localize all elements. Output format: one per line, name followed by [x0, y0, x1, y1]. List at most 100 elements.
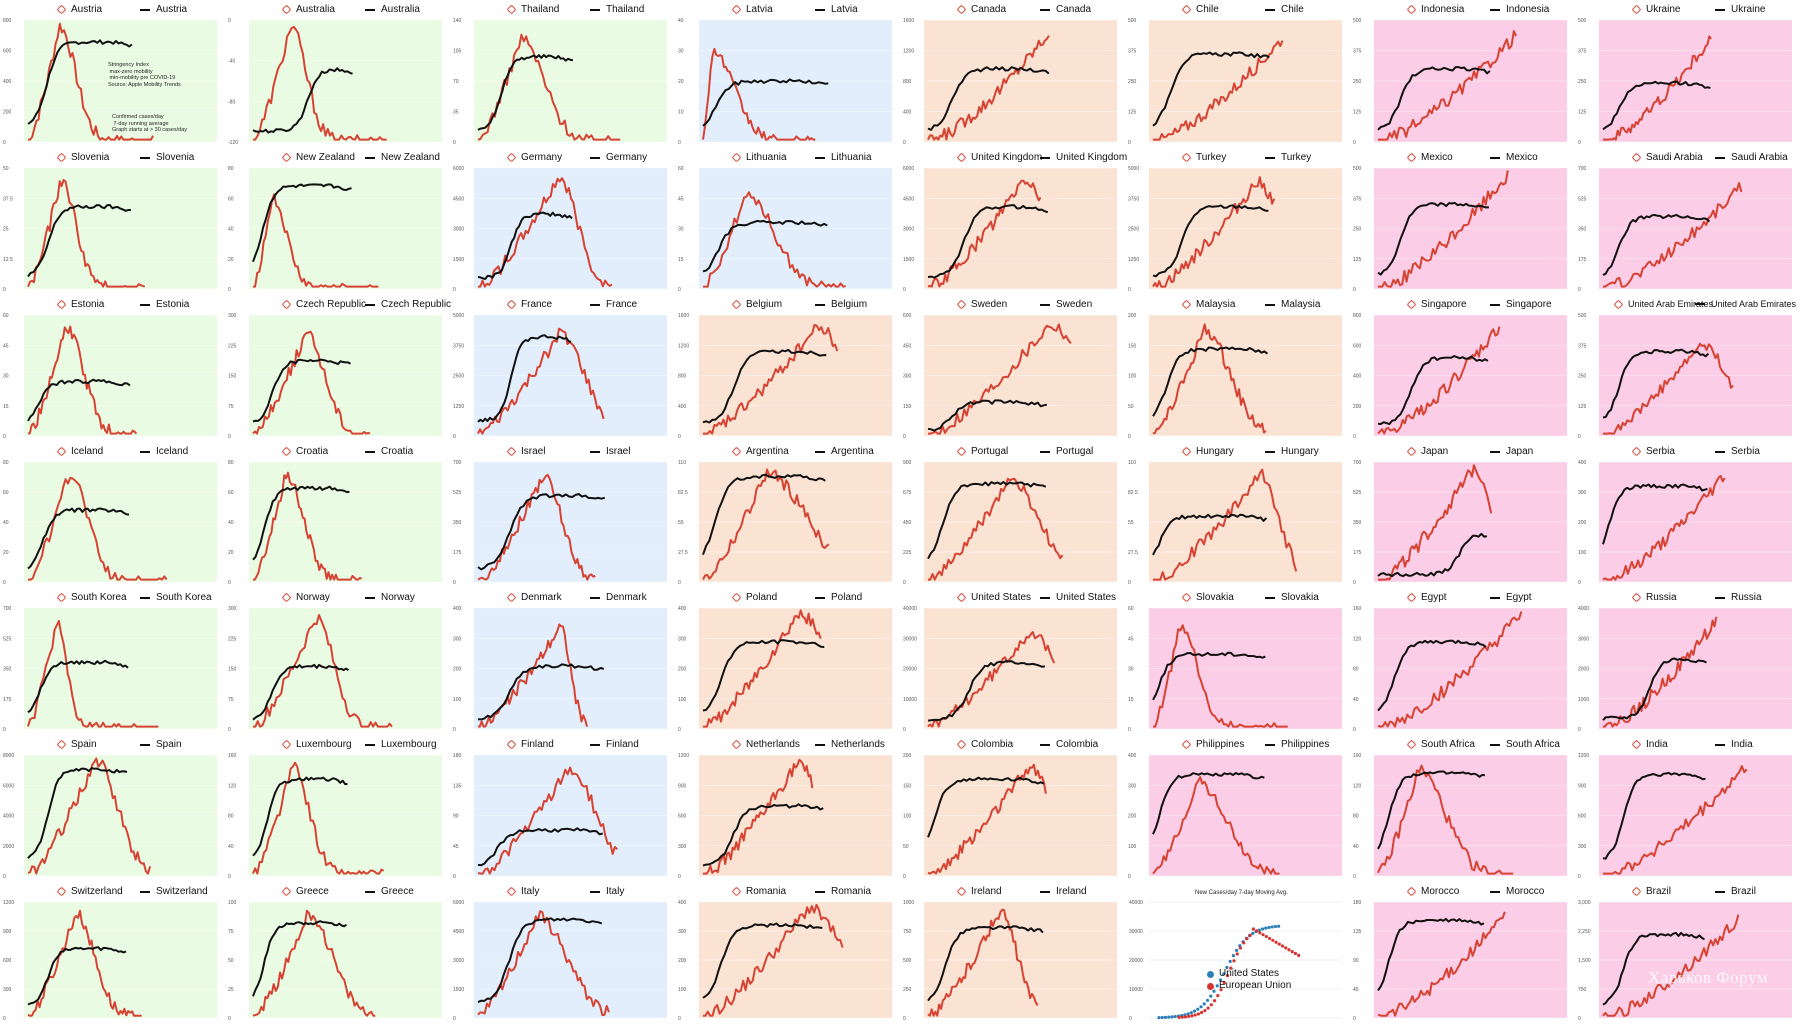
y-tick-label: 3750 [1128, 196, 1139, 202]
y-tick-label: 1200 [903, 49, 914, 55]
eu-point [1297, 953, 1301, 957]
y-tick-label: 120 [1353, 636, 1362, 642]
cases-series-line [1603, 342, 1734, 435]
us-point [1222, 972, 1226, 976]
y-tick-label: 45 [3, 343, 9, 349]
y-tick-label: 4500 [453, 929, 464, 935]
us-point [1231, 954, 1235, 958]
mobility-series-line [27, 507, 130, 570]
chart-argentina: 0 27.5 55 82.5 110 [678, 460, 892, 586]
eu-point [1238, 946, 1243, 950]
y-tick-label: 0 [903, 287, 906, 293]
eu-point [1287, 948, 1291, 952]
y-tick-label: 200 [678, 667, 687, 673]
chart-denmark: 0 100 200 300 400 [453, 606, 667, 733]
y-tick-label: 900 [1578, 783, 1587, 789]
chart-cell-mexico: 0 125 250 375 500 Mexico Mexico [1350, 148, 1575, 295]
y-tick-label: 0 [678, 287, 681, 293]
y-tick-label: 525 [3, 636, 12, 642]
chart-czech-republic: 0 75 150 225 300 [228, 313, 442, 440]
y-tick-label: 45 [453, 844, 459, 850]
chart-australia: -120 -80 -40 0 [228, 18, 442, 146]
mobility-series-line [702, 219, 828, 273]
y-tick-label: 0 [678, 434, 681, 440]
mobility-series-line [477, 917, 603, 1004]
mobility-series-line [1152, 651, 1266, 701]
y-tick-label: 50 [1128, 404, 1134, 410]
y-tick-label: 6000 [453, 900, 464, 906]
y-tick-label: 27.5 [1128, 550, 1138, 556]
y-tick-label: 400 [903, 110, 912, 116]
us-point [1202, 1002, 1206, 1006]
mobility-series-line [27, 767, 128, 859]
eu-point [1280, 944, 1285, 948]
eu-point [1196, 1012, 1201, 1016]
mobility-series-line [927, 204, 1049, 279]
cases-series-line [1377, 911, 1506, 1017]
y-tick-label: 45 [1353, 987, 1359, 993]
y-tick-label: 0 [1353, 434, 1356, 440]
us-point [1257, 928, 1261, 932]
mobility-series-line [27, 378, 131, 422]
y-tick-label: 400 [453, 606, 462, 612]
y-tick-label: 1500 [453, 987, 464, 993]
y-tick-label: 2000 [1578, 667, 1589, 673]
y-tick-label: 80 [1353, 667, 1359, 673]
cases-series-line [477, 766, 618, 875]
y-tick-label: 225 [903, 550, 912, 556]
chart-austria: 0 200 400 600 800 [3, 18, 217, 146]
y-tick-label: 300 [1128, 783, 1137, 789]
eu-point [1193, 1013, 1197, 1017]
y-tick-label: 900 [3, 929, 12, 935]
y-tick-label: 400 [3, 79, 12, 85]
mobility-series-line [1602, 657, 1707, 721]
y-tick-label: 4500 [453, 196, 464, 202]
chart-cell-slovenia: 0 12.5 25 37.5 50 Slovenia Slovenia [0, 148, 225, 295]
y-tick-label: 30 [1128, 667, 1134, 673]
chart-estonia: 0 15 30 45 60 [3, 313, 217, 440]
chart-saudi-arabia: 0 175 350 525 700 [1578, 166, 1792, 293]
chart-cell-brazil: 0 750 1,500 2,250 3,000 Brazil Brazil [1575, 882, 1800, 1024]
y-tick-label: 100 [903, 814, 912, 820]
mobility-series-line [702, 473, 826, 556]
y-tick-label: 0 [903, 434, 906, 440]
chart-india: 0 300 600 900 1200 [1578, 753, 1792, 880]
y-tick-label: 105 [453, 49, 462, 55]
mobility-series-line [477, 54, 574, 131]
chart-cell-italy: 0 1500 3000 4500 6000 Italy Italy [450, 882, 675, 1024]
watermark: Харьков Форум [1648, 968, 1768, 987]
us-point [1186, 1012, 1190, 1016]
y-tick-label: 600 [1353, 343, 1362, 349]
eu-point [1290, 949, 1294, 954]
us-point [1225, 965, 1229, 970]
y-tick-label: 5000 [1128, 166, 1139, 172]
y-tick-label: 10000 [1129, 987, 1143, 993]
y-tick-label: -80 [228, 99, 235, 105]
chart-cell-singapore: 0 200 400 600 800 Singapore Singapore [1350, 295, 1575, 442]
y-tick-label: 200 [1353, 404, 1362, 410]
y-tick-label: 900 [678, 783, 687, 789]
chart-cell-croatia: 0 20 40 60 80 Croatia Croatia [225, 442, 450, 588]
chart-slovenia: 0 12.5 25 37.5 50 [3, 166, 217, 293]
y-tick-label: 750 [1578, 987, 1587, 993]
cases-series-line [1153, 468, 1298, 581]
chart-greece: 0 25 50 75 100 [228, 900, 442, 1022]
us-point [1260, 927, 1265, 931]
cases-series-line [703, 609, 822, 728]
y-tick-label: 0 [453, 140, 456, 146]
legend-entry: United States [1207, 968, 1291, 980]
chart-spain: 0 2000 4000 6000 8000 [3, 753, 217, 880]
chart-japan: 0 175 350 525 700 [1353, 460, 1567, 586]
cases-series-line [1152, 776, 1280, 875]
y-tick-label: 60 [678, 166, 684, 172]
mobility-series-line [927, 776, 1045, 838]
chart-cell-indonesia: 0 125 250 375 500 Indonesia Indonesia [1350, 0, 1575, 148]
mobility-series-line [1377, 770, 1486, 850]
eu-point [1216, 994, 1220, 998]
eu-point [1284, 946, 1288, 950]
y-tick-label: 400 [1128, 753, 1137, 759]
eu-point [1177, 1015, 1181, 1020]
eu-point [1232, 959, 1236, 963]
cases-series-line [252, 909, 376, 1017]
cases-series-line [1153, 624, 1288, 728]
